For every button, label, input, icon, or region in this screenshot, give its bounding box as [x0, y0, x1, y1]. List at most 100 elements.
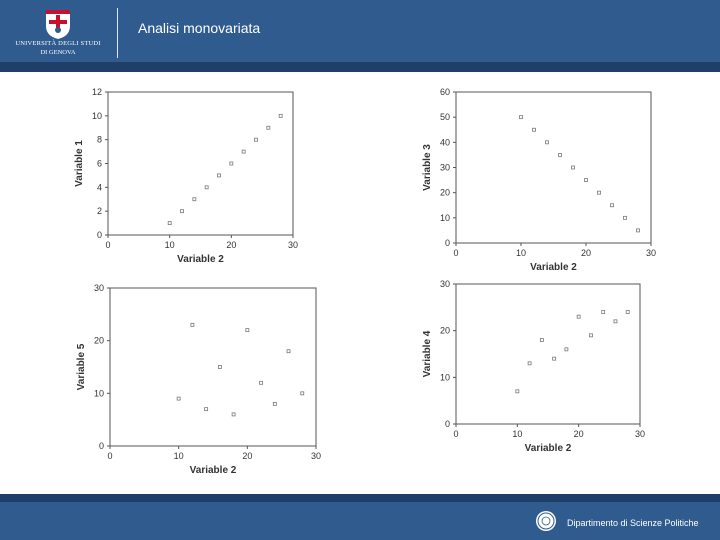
- y-axis-label: Variable 3: [422, 144, 433, 191]
- scatter-chart-2: 0 10 20 30 0 10 20 30 40 50 60 Variable 2 Variable 3: [422, 87, 656, 273]
- data-point: [272, 401, 277, 406]
- data-point: [176, 396, 181, 401]
- x-tick-label: 20: [581, 248, 591, 258]
- data-point: [539, 338, 544, 342]
- data-point: [266, 125, 271, 130]
- plot-frame: [109, 287, 317, 447]
- x-tick-label: 20: [574, 429, 584, 439]
- data-point: [636, 228, 640, 233]
- data-point: [217, 173, 221, 178]
- x-tick-label: 10: [516, 248, 526, 258]
- data-point: [241, 149, 246, 154]
- data-point: [180, 209, 184, 214]
- data-point: [231, 412, 236, 417]
- y-tick-label: 0: [99, 441, 104, 451]
- data-point: [204, 185, 209, 190]
- scatter-chart-4: 0 10 20 30 0 10 20 30 Variable 2 Variable 4: [422, 279, 645, 454]
- data-point: [527, 361, 532, 366]
- data-point: [259, 380, 263, 385]
- y-tick-label: 30: [440, 163, 450, 173]
- data-point: [286, 349, 291, 354]
- logo-line-2: DI GENOVA: [40, 49, 76, 56]
- data-point: [571, 165, 575, 170]
- data-point: [601, 310, 606, 314]
- plot-frame: [455, 283, 641, 425]
- data-point: [190, 322, 195, 327]
- y-tick-label: 4: [97, 182, 102, 192]
- y-tick-label: 6: [97, 159, 102, 169]
- x-tick-label: 10: [174, 451, 184, 461]
- x-tick-label: 0: [453, 248, 458, 258]
- x-tick-label: 30: [646, 248, 656, 258]
- data-point: [245, 328, 250, 333]
- header-accent-stripe: [0, 62, 720, 72]
- x-tick-label: 20: [242, 451, 252, 461]
- data-point: [192, 197, 197, 202]
- y-tick-label: 50: [440, 112, 450, 122]
- data-point: [204, 407, 209, 412]
- x-tick-label: 10: [165, 240, 175, 250]
- y-tick-label: 20: [440, 326, 450, 336]
- x-axis-label: Variable 2: [190, 465, 237, 476]
- x-tick-label: 0: [105, 240, 110, 250]
- logo-line-1: UNIVERSITÀ DEGLI STUDI: [15, 40, 101, 47]
- header-divider: [117, 8, 118, 58]
- y-tick-label: 0: [445, 419, 450, 429]
- data-point: [576, 314, 581, 319]
- data-point: [558, 153, 562, 157]
- y-tick-label: 20: [94, 336, 104, 346]
- page-title: Analisi monovariata: [138, 20, 261, 36]
- y-tick-label: 40: [440, 137, 450, 147]
- y-axis-label: Variable 4: [422, 330, 433, 377]
- data-point: [613, 319, 618, 324]
- data-point: [519, 115, 523, 120]
- data-point: [589, 333, 593, 338]
- y-tick-label: 30: [94, 283, 104, 293]
- department-name: Dipartimento di Scienze Politiche: [567, 518, 699, 528]
- data-point: [597, 190, 601, 195]
- data-point: [623, 215, 627, 220]
- x-tick-label: 30: [288, 240, 298, 250]
- y-tick-label: 10: [94, 388, 104, 398]
- plot-frame: [107, 91, 294, 236]
- data-point: [545, 140, 549, 145]
- plot-frame: [455, 91, 652, 244]
- x-tick-label: 10: [512, 429, 522, 439]
- data-point: [552, 356, 557, 361]
- y-tick-label: 10: [440, 213, 450, 223]
- data-point: [564, 347, 569, 352]
- y-tick-label: 12: [92, 87, 102, 97]
- department-seal-icon: [536, 511, 556, 531]
- x-axis-label: Variable 2: [177, 254, 224, 265]
- y-tick-label: 20: [440, 188, 450, 198]
- y-axis-label: Variable 1: [74, 140, 85, 187]
- data-point: [532, 127, 536, 132]
- data-point: [584, 178, 588, 182]
- x-tick-label: 20: [226, 240, 236, 250]
- x-tick-label: 0: [107, 451, 112, 461]
- y-tick-label: 0: [97, 230, 102, 240]
- x-tick-label: 30: [635, 429, 645, 439]
- university-logo: UNIVERSITÀ DEGLI STUDI DI GENOVA: [8, 6, 108, 60]
- header-bar: [0, 0, 720, 68]
- data-point: [229, 161, 234, 166]
- x-axis-label: Variable 2: [530, 262, 577, 273]
- y-tick-label: 10: [92, 111, 102, 121]
- shield-icon: [46, 10, 70, 39]
- y-tick-label: 10: [440, 372, 450, 382]
- y-tick-label: 60: [440, 87, 450, 97]
- scatter-chart-3: 0 10 20 30 0 10 20 30 Variable 2 Variable 5: [76, 283, 321, 476]
- y-axis-label: Variable 5: [76, 343, 87, 390]
- data-point: [300, 391, 305, 396]
- data-point: [625, 310, 630, 314]
- x-tick-label: 0: [453, 429, 458, 439]
- x-tick-label: 30: [311, 451, 321, 461]
- data-point: [515, 389, 520, 394]
- y-tick-label: 2: [97, 206, 102, 216]
- data-point: [610, 203, 614, 208]
- footer-accent-stripe: [0, 494, 720, 502]
- data-point: [278, 113, 283, 118]
- y-tick-label: 8: [97, 135, 102, 145]
- scatter-chart-1: 0 10 20 30 0 2 4 6 8 10 12 Variable 2 Variable 1: [74, 87, 298, 265]
- data-point: [254, 137, 258, 142]
